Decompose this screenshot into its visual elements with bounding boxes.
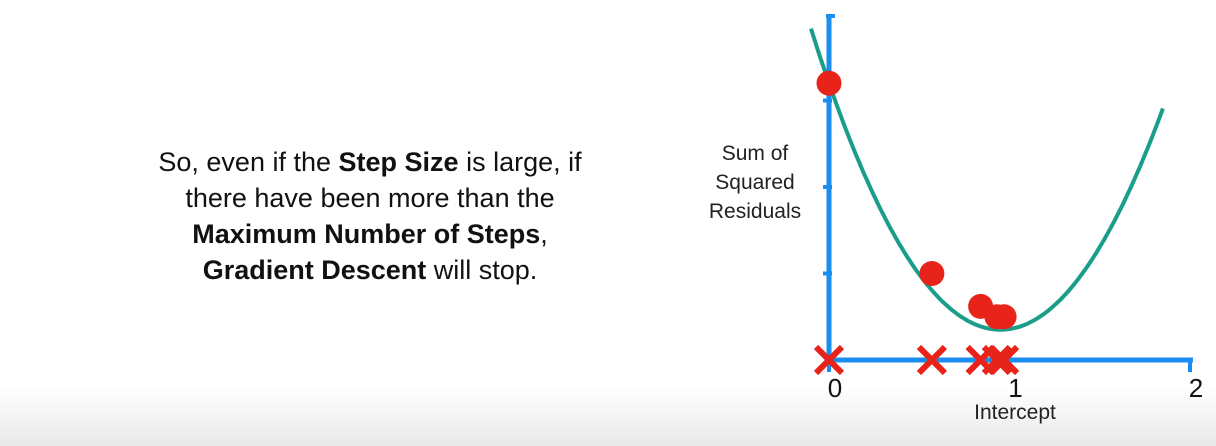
y-axis-label-line-2: Residuals bbox=[708, 200, 802, 223]
caption-text-0: So, even if the bbox=[158, 147, 339, 177]
x-tick-label-1: 1 bbox=[1008, 373, 1023, 403]
bottom-fade bbox=[0, 386, 1216, 446]
caption-text: So, even if the Step Size is large, if t… bbox=[150, 144, 590, 288]
step-point-1 bbox=[919, 261, 945, 286]
caption-bold-1: Step Size bbox=[338, 147, 459, 177]
x-mark-4 bbox=[988, 344, 1020, 376]
step-point-4 bbox=[991, 304, 1017, 330]
x-tick-label-2: 2 bbox=[1188, 373, 1204, 403]
caption-text-2: is large, if there have been more than t… bbox=[185, 147, 582, 213]
x-marks bbox=[813, 344, 1020, 376]
caption-bold-5: Gradient Descent bbox=[202, 255, 427, 285]
x-mark-3 bbox=[981, 344, 1012, 376]
step-point-0 bbox=[816, 70, 842, 96]
y-axis-label-line-1: Squared bbox=[715, 171, 795, 194]
y-axis-label-line-0: Sum of bbox=[721, 142, 789, 165]
caption-bold-3: Maximum Number of Steps bbox=[192, 219, 541, 249]
caption-text-6: will stop. bbox=[426, 255, 538, 285]
ssr-curve bbox=[809, 27, 1165, 332]
x-tick-label-0: 0 bbox=[827, 373, 843, 403]
x-mark-1 bbox=[916, 344, 948, 376]
caption-text-4: , bbox=[540, 219, 548, 249]
x-axis-label: Intercept bbox=[974, 401, 1056, 424]
x-mark-0 bbox=[813, 344, 845, 376]
step-points bbox=[816, 70, 1017, 330]
